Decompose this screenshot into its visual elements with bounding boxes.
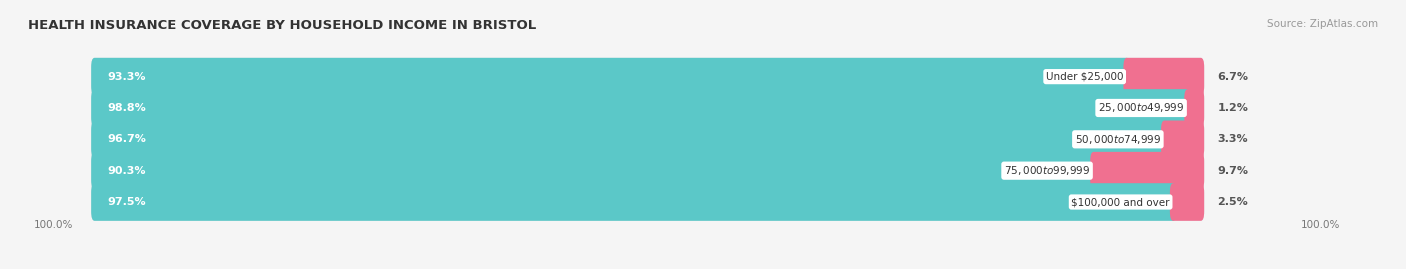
FancyBboxPatch shape bbox=[1123, 58, 1204, 95]
FancyBboxPatch shape bbox=[91, 121, 1167, 158]
Text: Under $25,000: Under $25,000 bbox=[1046, 72, 1123, 82]
FancyBboxPatch shape bbox=[91, 58, 1130, 95]
Text: $25,000 to $49,999: $25,000 to $49,999 bbox=[1098, 101, 1184, 115]
Text: $100,000 and over: $100,000 and over bbox=[1071, 197, 1170, 207]
Text: 3.3%: 3.3% bbox=[1218, 134, 1249, 144]
FancyBboxPatch shape bbox=[91, 152, 1204, 189]
Text: 98.8%: 98.8% bbox=[108, 103, 146, 113]
Text: 97.5%: 97.5% bbox=[108, 197, 146, 207]
Text: 90.3%: 90.3% bbox=[108, 166, 146, 176]
FancyBboxPatch shape bbox=[1090, 152, 1204, 189]
Text: 9.7%: 9.7% bbox=[1218, 166, 1249, 176]
Text: HEALTH INSURANCE COVERAGE BY HOUSEHOLD INCOME IN BRISTOL: HEALTH INSURANCE COVERAGE BY HOUSEHOLD I… bbox=[28, 19, 536, 32]
Text: 100.0%: 100.0% bbox=[34, 220, 73, 229]
Text: 93.3%: 93.3% bbox=[108, 72, 146, 82]
FancyBboxPatch shape bbox=[91, 58, 1204, 95]
FancyBboxPatch shape bbox=[91, 121, 1204, 158]
Text: 2.5%: 2.5% bbox=[1218, 197, 1249, 207]
FancyBboxPatch shape bbox=[1170, 183, 1204, 221]
FancyBboxPatch shape bbox=[1184, 89, 1204, 127]
FancyBboxPatch shape bbox=[91, 183, 1204, 221]
Text: 6.7%: 6.7% bbox=[1218, 72, 1249, 82]
Text: $50,000 to $74,999: $50,000 to $74,999 bbox=[1074, 133, 1161, 146]
FancyBboxPatch shape bbox=[91, 183, 1177, 221]
Text: 100.0%: 100.0% bbox=[1301, 220, 1340, 229]
FancyBboxPatch shape bbox=[91, 89, 1204, 127]
Text: 96.7%: 96.7% bbox=[108, 134, 146, 144]
FancyBboxPatch shape bbox=[1161, 121, 1204, 158]
Text: $75,000 to $99,999: $75,000 to $99,999 bbox=[1004, 164, 1090, 177]
FancyBboxPatch shape bbox=[91, 89, 1191, 127]
Text: Source: ZipAtlas.com: Source: ZipAtlas.com bbox=[1267, 19, 1378, 29]
Text: 1.2%: 1.2% bbox=[1218, 103, 1249, 113]
FancyBboxPatch shape bbox=[91, 152, 1097, 189]
